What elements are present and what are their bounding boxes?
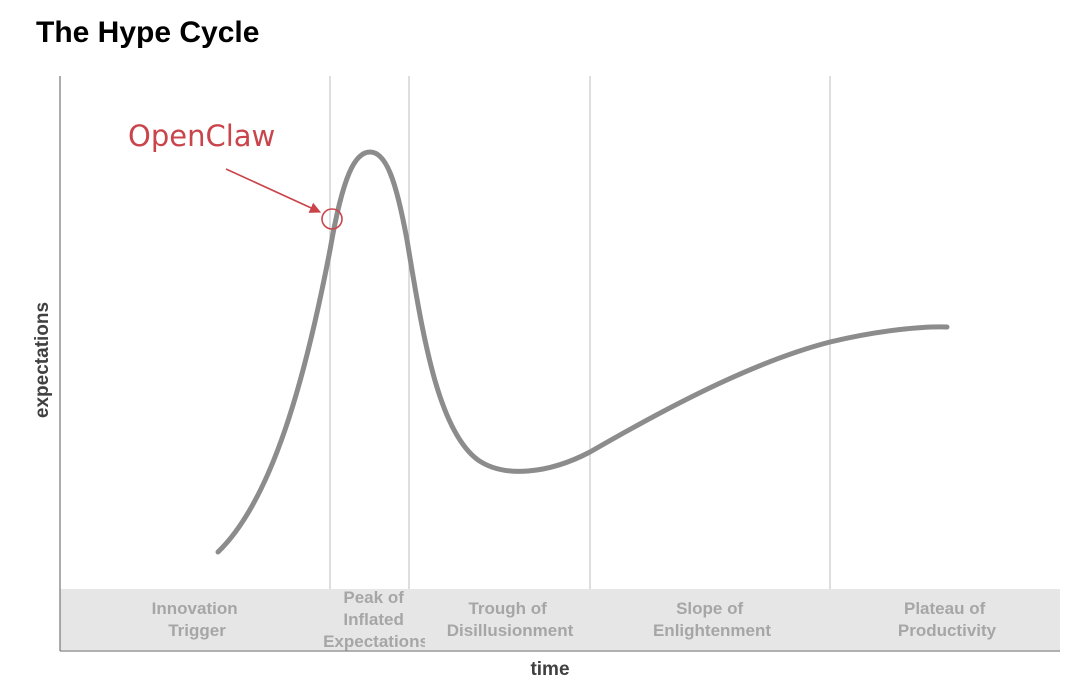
phase-label-line: Slope of (676, 599, 743, 618)
phase-label-plateau-of-productivity: Plateau of Productivity (898, 599, 997, 640)
x-axis-label: time (530, 659, 569, 680)
callout-label: OpenClaw (128, 119, 275, 153)
page-title: The Hype Cycle (36, 16, 260, 49)
phase-label-peak-of-inflated-expectations: Peak of Inflated Expectations (323, 588, 429, 651)
phase-label-line: Inflated (343, 610, 403, 629)
phase-label-line: Productivity (898, 621, 997, 640)
phase-label-clip: Peak of Inflated Expectations (323, 588, 429, 651)
hype-curve (215, 149, 950, 555)
phase-label-line: Plateau of (904, 599, 986, 618)
phase-dividers (329, 76, 831, 589)
y-axis-label: expectations (32, 302, 53, 418)
phase-label-innovation-trigger: Innovation Trigger (152, 599, 243, 640)
callout-arrow (225, 168, 322, 213)
phase-label-line: Disillusionment (447, 621, 574, 640)
callout-circle (321, 208, 343, 230)
phase-label-line: Expectations (323, 632, 429, 651)
phase-label-line: Peak of (343, 588, 404, 607)
phase-label-line: Trigger (168, 621, 226, 640)
phase-label-line: Enlightenment (653, 621, 771, 640)
phase-label-line: Trough of (468, 599, 547, 618)
phase-label-line: Innovation (152, 599, 238, 618)
phase-band (60, 589, 1060, 650)
phase-label-slope-of-enlightenment: Slope of Enlightenment (653, 599, 771, 640)
phase-label-trough-of-disillusionment: Trough of Disillusionment (447, 599, 574, 640)
